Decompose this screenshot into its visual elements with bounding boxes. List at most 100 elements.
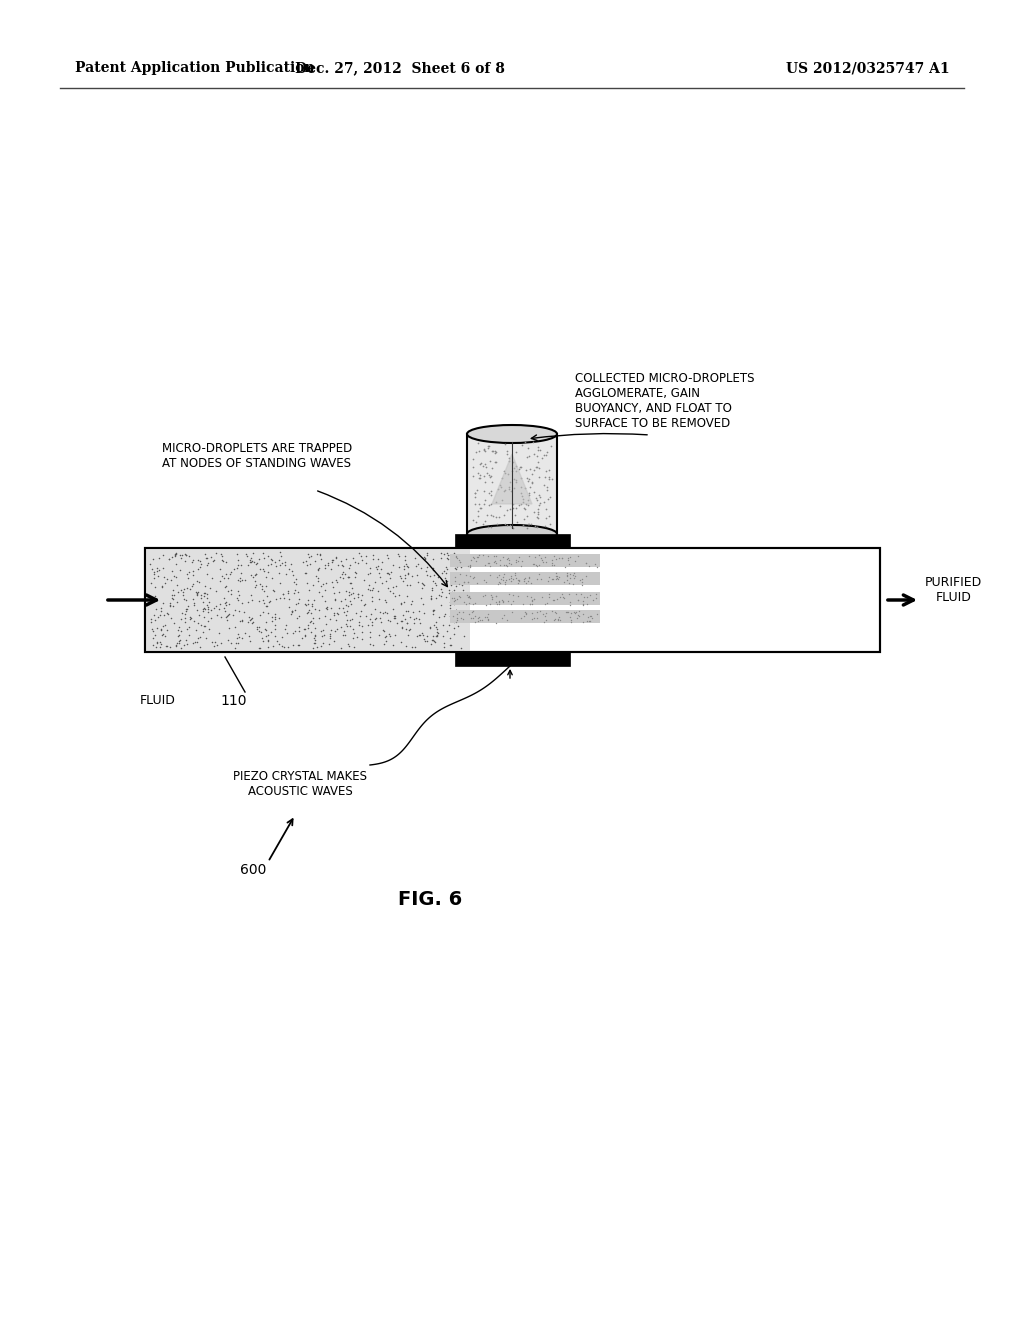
Point bbox=[551, 566, 567, 587]
Point bbox=[218, 552, 234, 573]
Point bbox=[442, 598, 459, 619]
Point bbox=[470, 500, 486, 521]
Point bbox=[539, 441, 555, 462]
Text: COLLECTED MICRO-DROPLETS
AGGLOMERATE, GAIN
BUOYANCY, AND FLOAT TO
SURFACE TO BE : COLLECTED MICRO-DROPLETS AGGLOMERATE, GA… bbox=[575, 372, 755, 430]
Point bbox=[497, 479, 513, 500]
Point bbox=[372, 566, 388, 587]
Point bbox=[155, 623, 171, 644]
Point bbox=[177, 609, 194, 630]
Point bbox=[297, 618, 313, 639]
Point bbox=[559, 565, 575, 586]
Point bbox=[531, 492, 548, 513]
Point bbox=[588, 583, 604, 605]
Point bbox=[354, 628, 371, 649]
Point bbox=[267, 615, 284, 636]
Point bbox=[169, 582, 185, 603]
Point bbox=[316, 606, 333, 627]
Point bbox=[361, 562, 378, 583]
Point bbox=[512, 457, 528, 478]
Point bbox=[447, 605, 464, 626]
Point bbox=[477, 511, 494, 532]
Point bbox=[449, 607, 465, 628]
Point bbox=[560, 548, 577, 569]
Point bbox=[350, 586, 367, 607]
Point bbox=[579, 594, 595, 615]
Point bbox=[254, 558, 270, 579]
Point bbox=[373, 611, 389, 632]
Point bbox=[398, 612, 415, 634]
Point bbox=[349, 583, 366, 605]
Point bbox=[178, 601, 195, 622]
Point bbox=[322, 628, 338, 649]
Point bbox=[357, 553, 374, 574]
Point bbox=[204, 631, 220, 652]
Point bbox=[490, 572, 507, 593]
Point bbox=[411, 572, 427, 593]
Point bbox=[268, 556, 285, 577]
Point bbox=[495, 591, 511, 612]
Point bbox=[541, 506, 557, 527]
Point bbox=[208, 595, 224, 616]
Point bbox=[514, 550, 530, 572]
Point bbox=[458, 591, 474, 612]
Point bbox=[404, 590, 421, 611]
Point bbox=[479, 552, 496, 573]
Point bbox=[168, 544, 184, 565]
Point bbox=[341, 590, 357, 611]
Point bbox=[530, 467, 547, 488]
Point bbox=[150, 606, 166, 627]
Point bbox=[415, 573, 431, 594]
Point bbox=[361, 579, 378, 601]
Point bbox=[356, 594, 373, 615]
Point bbox=[425, 626, 441, 647]
Point bbox=[394, 605, 411, 626]
Point bbox=[185, 593, 202, 614]
Point bbox=[212, 570, 228, 591]
Point bbox=[378, 591, 394, 612]
Point bbox=[589, 556, 605, 577]
Point bbox=[361, 622, 378, 643]
Point bbox=[227, 632, 244, 653]
Point bbox=[501, 583, 517, 605]
Point bbox=[213, 565, 229, 586]
Point bbox=[466, 494, 482, 515]
Point bbox=[579, 610, 595, 631]
Point bbox=[333, 590, 349, 611]
Point bbox=[288, 599, 304, 620]
Point bbox=[525, 553, 542, 574]
Point bbox=[221, 564, 238, 585]
Point bbox=[558, 601, 574, 622]
Point bbox=[396, 565, 413, 586]
Point bbox=[482, 504, 499, 525]
Point bbox=[305, 574, 322, 595]
Point bbox=[252, 605, 268, 626]
Point bbox=[571, 569, 588, 590]
Point bbox=[207, 631, 223, 652]
Point bbox=[171, 624, 187, 645]
Point bbox=[494, 607, 510, 628]
Point bbox=[544, 554, 560, 576]
Point bbox=[196, 598, 212, 619]
Point bbox=[327, 589, 343, 610]
Point bbox=[380, 562, 396, 583]
Point bbox=[251, 616, 267, 638]
Point bbox=[499, 499, 515, 520]
Point bbox=[175, 585, 191, 606]
Point bbox=[521, 484, 538, 506]
Point bbox=[285, 601, 301, 622]
Point bbox=[466, 566, 482, 587]
Point bbox=[256, 581, 272, 602]
Point bbox=[516, 498, 532, 519]
Point bbox=[144, 635, 161, 656]
Point bbox=[201, 591, 217, 612]
Point bbox=[243, 585, 259, 606]
Point bbox=[146, 564, 163, 585]
Point bbox=[536, 611, 552, 632]
Point bbox=[378, 572, 394, 593]
Text: FIG. 6: FIG. 6 bbox=[398, 890, 462, 909]
Point bbox=[257, 626, 273, 647]
Point bbox=[176, 635, 193, 656]
Point bbox=[154, 619, 170, 640]
Point bbox=[267, 552, 284, 573]
Point bbox=[197, 576, 213, 597]
